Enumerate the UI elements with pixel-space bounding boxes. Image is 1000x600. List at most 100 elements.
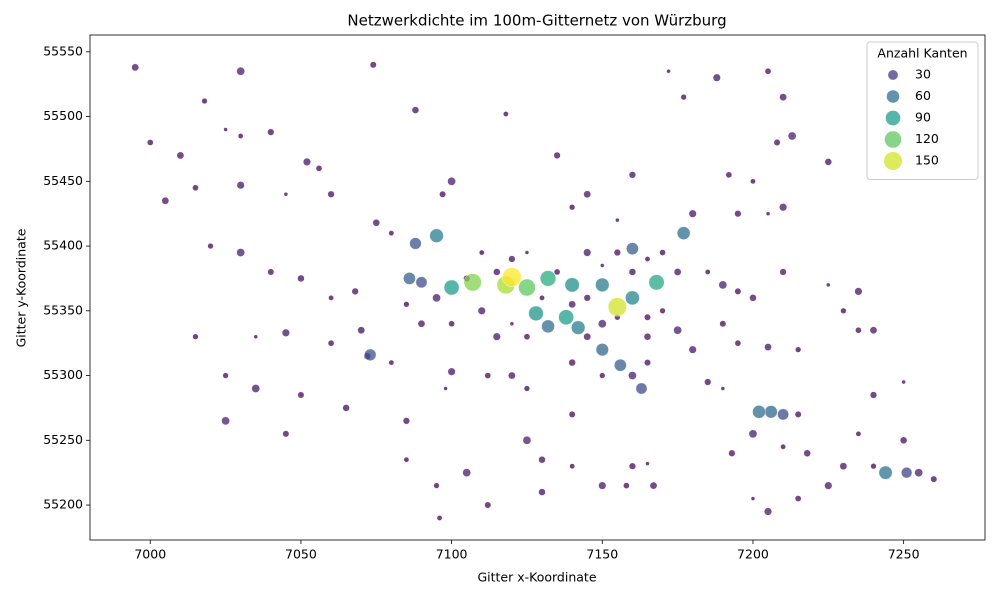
legend-marker [883,151,903,171]
point [564,277,580,293]
legend-label: 90 [915,110,931,125]
point [478,249,485,256]
point [523,385,530,392]
point [839,462,848,470]
point [351,287,359,295]
point [372,219,380,227]
point [403,301,410,308]
plot-frame [89,34,986,541]
point [734,339,742,347]
point [267,268,275,276]
point [583,248,592,257]
point [840,307,847,314]
point [448,320,455,327]
point [649,481,658,490]
point [901,379,906,385]
point [764,343,772,351]
point [794,411,802,418]
point [503,111,509,117]
point [583,294,591,302]
y-axis-label: Gitter y-Koordinate [14,228,29,347]
point [484,501,492,509]
point [764,68,772,75]
x-tick-label: 7000 [134,547,166,562]
point [236,66,245,76]
x-tick-label: 7250 [888,547,920,562]
point [538,456,546,464]
point [524,250,530,255]
y-tick-label: 55250 [43,432,83,447]
point [302,157,311,166]
point [625,290,640,306]
point [131,63,139,72]
point [388,359,395,366]
chart-title: Netzwerkdichte im 100m-Gitternetz von Wü… [347,12,726,30]
point [598,319,607,329]
point [824,481,833,490]
point [719,320,727,328]
point [824,158,832,166]
point [509,321,515,326]
point [237,133,244,139]
point [878,465,893,480]
point [553,268,561,276]
point [558,309,574,326]
point [569,463,575,469]
point [614,358,627,372]
y-tick-label: 55500 [43,108,83,123]
point [222,372,229,379]
points [131,61,938,521]
point [720,386,726,391]
point [207,243,214,250]
point [704,378,712,386]
point [688,209,697,218]
point [432,293,441,303]
point [644,313,651,321]
point [223,127,228,132]
legend-label: 60 [915,88,931,103]
point [508,255,516,263]
point [523,333,531,340]
point [568,358,576,367]
point [538,488,546,496]
point [221,416,230,426]
y-tick-label: 55400 [43,238,83,253]
point [704,269,711,275]
point [750,496,756,501]
point [748,429,758,439]
point [725,171,733,179]
point [600,263,605,268]
point [518,278,536,297]
point [253,334,258,339]
point [553,151,561,159]
point [901,467,913,479]
point [492,332,501,341]
point [628,371,637,380]
point [147,139,154,146]
point [447,367,456,376]
legend-label: 120 [915,131,939,146]
y-tick-label: 55200 [43,497,83,512]
point [342,404,350,412]
point [568,411,576,418]
point [734,210,742,218]
point [899,436,908,444]
x-tick-label: 7150 [586,547,618,562]
point [623,482,630,489]
point [777,408,789,421]
point [417,319,426,328]
point [568,300,576,309]
point [439,190,446,198]
point [644,256,651,262]
point [192,184,199,192]
point [749,294,757,302]
point [357,326,365,335]
point [369,61,377,69]
point [402,417,410,425]
point [429,228,444,243]
point [161,196,170,205]
x-tick-label: 7200 [737,547,769,562]
point [854,287,863,296]
legend-title: Anzahl Kanten [877,46,967,61]
